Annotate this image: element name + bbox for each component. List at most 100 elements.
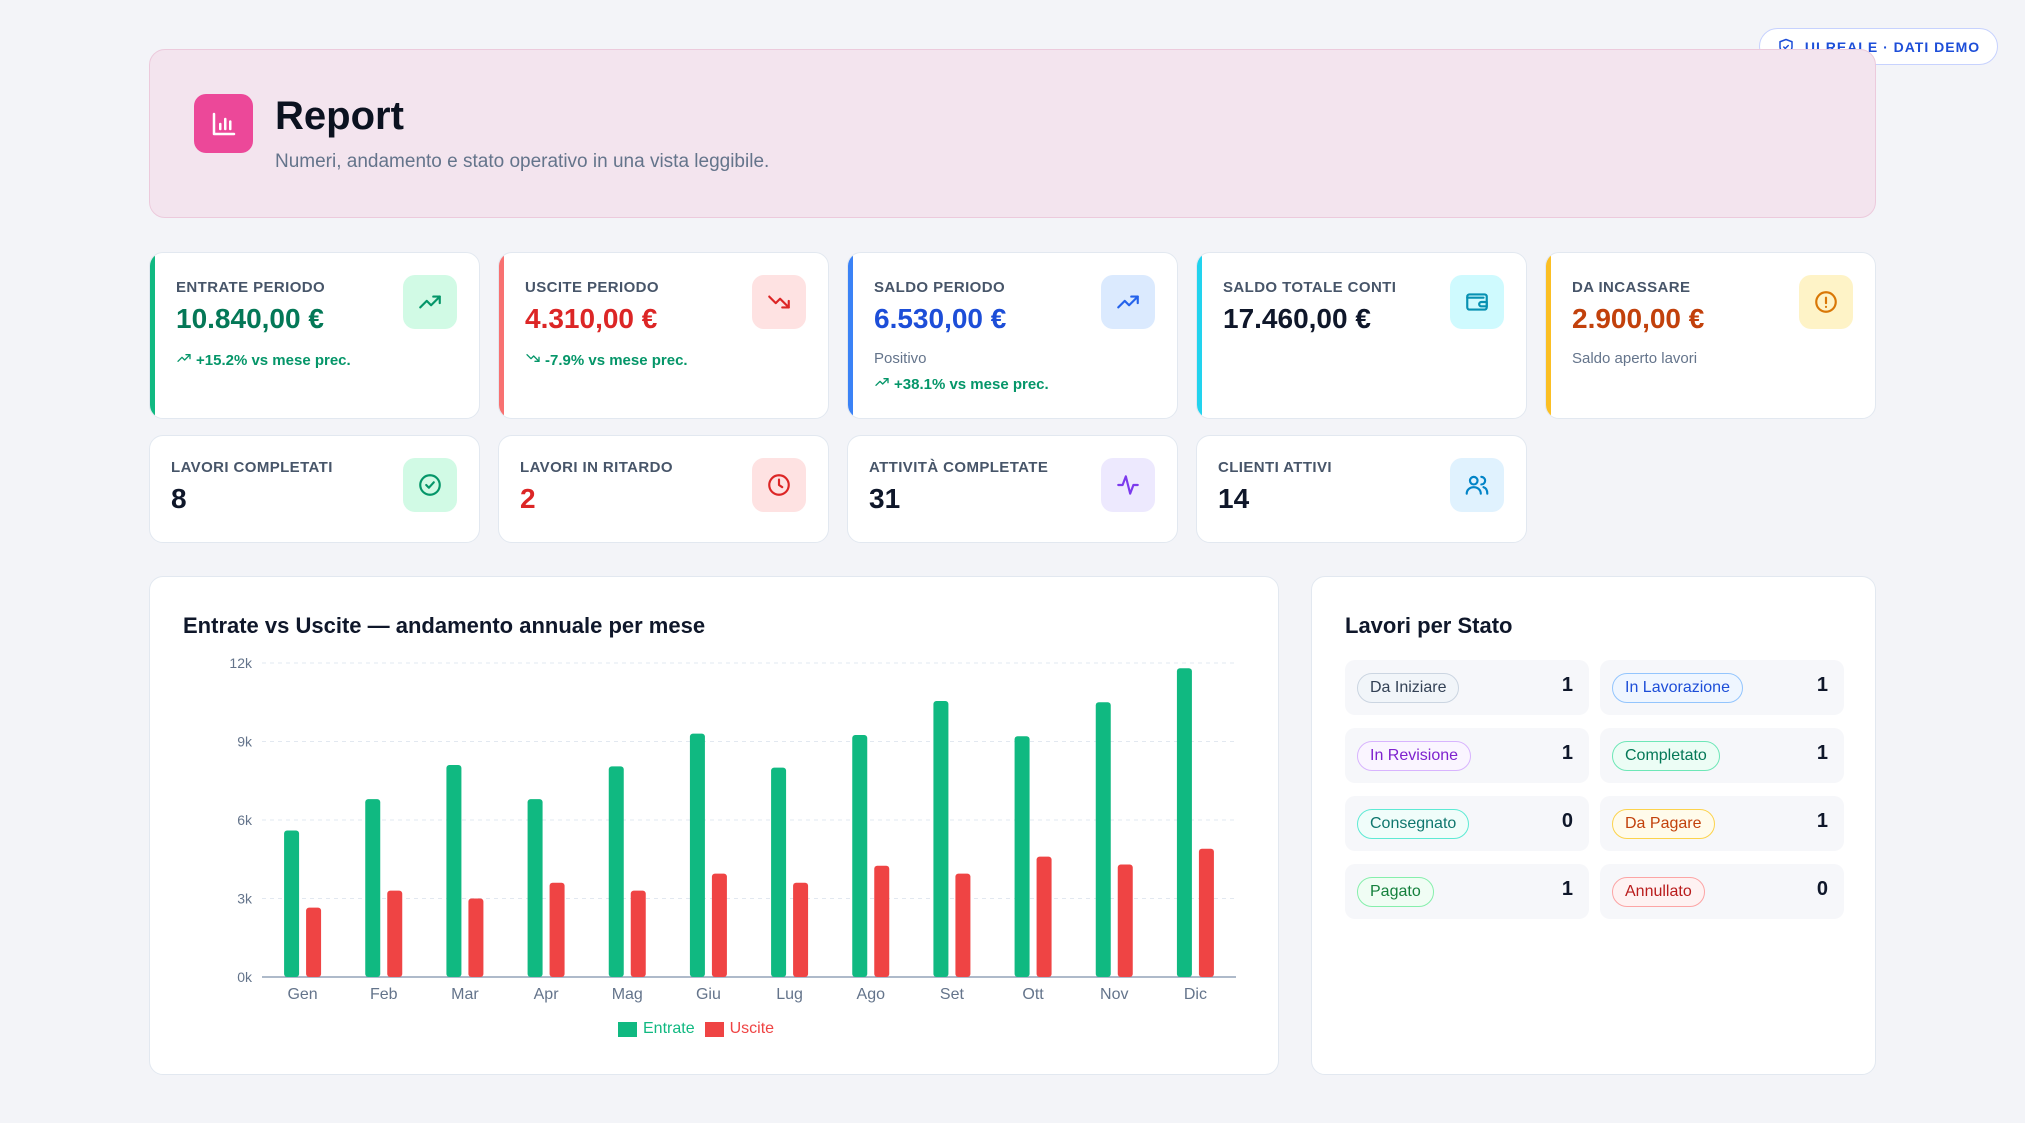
bar-entrate-lug <box>771 767 787 977</box>
bar-uscite-nov <box>1117 864 1133 977</box>
status-item-in-lavorazione[interactable]: In Lavorazione 1 <box>1600 660 1844 715</box>
trending-up-icon <box>874 374 890 394</box>
status-count: 1 <box>1561 674 1573 696</box>
legend-item-uscite[interactable]: Uscite <box>704 1020 775 1038</box>
bar-entrate-dic <box>1176 668 1192 977</box>
status-pill: Da Iniziare <box>1357 673 1460 703</box>
legend-label: Uscite <box>729 1020 775 1037</box>
x-tick-label: Apr <box>534 986 560 1003</box>
bar-entrate-feb <box>365 799 381 977</box>
mini-kpi-card-clienti-attivi: CLIENTI ATTIVI 14 <box>1196 435 1527 543</box>
bar-entrate-ago <box>852 734 868 977</box>
bar-uscite-ott <box>1036 856 1052 977</box>
kpi-trend: +15.2% vs mese prec. <box>176 350 351 370</box>
kpi-accent-stripe <box>1197 253 1202 418</box>
trending-up-icon <box>176 350 192 370</box>
chart-panel: Entrate vs Uscite — andamento annuale pe… <box>149 576 1279 1075</box>
kpi-label: SALDO TOTALE CONTI <box>1223 279 1397 296</box>
clock-icon <box>752 458 806 512</box>
status-item-completato[interactable]: Completato 1 <box>1600 728 1844 783</box>
kpi-card-saldo-totale-conti: SALDO TOTALE CONTI 17.460,00 € <box>1196 252 1527 419</box>
status-panel-title: Lavori per Stato <box>1345 613 1513 638</box>
status-pill: In Lavorazione <box>1612 673 1743 703</box>
x-tick-label: Set <box>940 986 965 1003</box>
kpi-accent-stripe <box>499 253 504 418</box>
legend-label: Entrate <box>643 1020 695 1037</box>
status-item-annullato[interactable]: Annullato 0 <box>1600 864 1844 919</box>
trending-up-icon <box>1101 275 1155 329</box>
status-pill: Completato <box>1612 741 1720 771</box>
legend-item-entrate[interactable]: Entrate <box>618 1020 695 1038</box>
x-tick-label: Nov <box>1100 986 1128 1003</box>
kpi-label: SALDO PERIODO <box>874 279 1006 296</box>
bar-entrate-nov <box>1095 702 1111 977</box>
kpi-label: ENTRATE PERIODO <box>176 279 326 296</box>
kpi-value: 4.310,00 € <box>525 303 658 334</box>
status-item-da-pagare[interactable]: Da Pagare 1 <box>1600 796 1844 851</box>
kpi-trend-text: +15.2% vs mese prec. <box>196 351 351 369</box>
x-tick-label: Gen <box>287 986 317 1003</box>
kpi-value: 2.900,00 € <box>1572 303 1705 334</box>
status-panel: Lavori per Stato Da Iniziare 1 In Lavorazi… <box>1311 576 1876 1075</box>
status-count: 1 <box>1816 810 1828 832</box>
wallet-icon <box>1450 275 1504 329</box>
mini-kpi-card-lavori-completati: LAVORI COMPLETATI 8 <box>149 435 480 543</box>
bar-uscite-dic <box>1198 848 1214 977</box>
kpi-accent-stripe <box>1546 253 1551 418</box>
kpi-card-entrate-periodo: ENTRATE PERIODO 10.840,00 € +15.2% vs mese… <box>149 252 480 419</box>
kpi-trend-text: +38.1% vs mese prec. <box>894 375 1049 393</box>
kpi-trend: +38.1% vs mese prec. <box>874 374 1049 394</box>
status-pill: Annullato <box>1612 877 1705 907</box>
activity-icon <box>1101 458 1155 512</box>
mini-kpi-value: 8 <box>171 483 187 514</box>
x-tick-label: Mag <box>612 986 643 1003</box>
kpi-trend-text: -7.9% vs mese prec. <box>545 351 688 369</box>
status-pill: Pagato <box>1357 877 1434 907</box>
bar-entrate-apr <box>527 799 543 977</box>
status-pill: Da Pagare <box>1612 809 1715 839</box>
page-title: Report <box>275 94 404 138</box>
mini-kpi-value: 31 <box>869 483 901 514</box>
x-tick-label: Dic <box>1184 986 1207 1003</box>
bar-uscite-set <box>955 873 971 977</box>
kpi-label: DA INCASSARE <box>1572 279 1691 296</box>
kpi-card-uscite-periodo: USCITE PERIODO 4.310,00 € -7.9% vs mese pr… <box>498 252 829 419</box>
mini-kpi-label: LAVORI IN RITARDO <box>520 459 673 476</box>
y-tick-label: 9k <box>237 734 253 750</box>
mini-kpi-value: 2 <box>520 483 536 514</box>
status-count: 0 <box>1561 810 1573 832</box>
status-count: 1 <box>1561 878 1573 900</box>
bar-entrate-set <box>933 700 949 977</box>
status-item-pagato[interactable]: Pagato 1 <box>1345 864 1589 919</box>
bar-entrate-giu <box>689 733 705 977</box>
chart-legend: Entrate Uscite <box>618 1020 774 1038</box>
kpi-accent-stripe <box>150 253 155 418</box>
bar-uscite-ago <box>874 865 890 977</box>
bar-uscite-mar <box>468 898 484 977</box>
alert-circle-icon <box>1799 275 1853 329</box>
y-tick-label: 12k <box>229 655 253 671</box>
status-pill: In Revisione <box>1357 741 1472 771</box>
kpi-note: Positivo <box>874 350 927 367</box>
bar-entrate-ott <box>1014 736 1030 977</box>
trending-up-icon <box>403 275 457 329</box>
kpi-value: 10.840,00 € <box>176 303 324 334</box>
mini-kpi-card-attivit-completate: ATTIVITÀ COMPLETATE 31 <box>847 435 1178 543</box>
x-tick-label: Ago <box>857 986 886 1003</box>
status-count: 1 <box>1816 674 1828 696</box>
y-tick-label: 6k <box>237 812 253 828</box>
status-item-in-revisione[interactable]: In Revisione 1 <box>1345 728 1589 783</box>
kpi-value: 17.460,00 € <box>1223 303 1371 334</box>
status-item-consegnato[interactable]: Consegnato 0 <box>1345 796 1589 851</box>
status-item-da-iniziare[interactable]: Da Iniziare 1 <box>1345 660 1589 715</box>
y-tick-label: 0k <box>237 969 253 985</box>
trending-down-icon <box>752 275 806 329</box>
bar-entrate-mar <box>446 765 462 977</box>
bar-uscite-gen <box>306 907 322 977</box>
kpi-card-da-incassare: DA INCASSARE 2.900,00 € Saldo aperto lavor… <box>1545 252 1876 419</box>
income-expense-chart: 0k 3k 6k 9k 12k Gen Feb Mar Apr Mag Giu Lug Ago Set Ot… <box>229 655 1236 1003</box>
bar-uscite-mag <box>630 890 646 977</box>
bar-uscite-apr <box>549 882 565 977</box>
status-count: 1 <box>1561 742 1573 764</box>
report-header: Report Numeri, andamento e stato operati… <box>149 49 1876 218</box>
